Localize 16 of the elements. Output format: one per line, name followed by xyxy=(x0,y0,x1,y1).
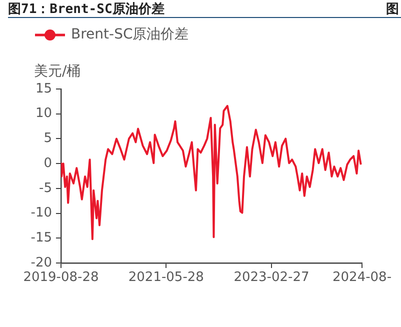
chart-title: 图71：Brent-SC原油价差 xyxy=(8,1,164,18)
y-tick-label: 0 xyxy=(44,156,52,171)
text: 图 xyxy=(386,1,399,18)
x-tick-label: 2023-02-27 xyxy=(234,270,310,286)
y-tick-label: 15 xyxy=(35,81,52,96)
x-tick-label: 2021-05-28 xyxy=(128,270,204,286)
y-tick-label: -20 xyxy=(30,255,52,270)
legend-label: Brent-SC原油价差 xyxy=(71,26,189,43)
y-tick-label: -10 xyxy=(30,206,52,221)
x-tick-label: 2019-08-28 xyxy=(23,270,99,286)
y-tick-label: 5 xyxy=(44,131,52,146)
y-tick-label: -15 xyxy=(30,230,52,246)
y-axis-title: 美元/桶 xyxy=(34,64,81,80)
y-tick-label: 10 xyxy=(35,106,52,122)
x-tick-label: 2024-08- xyxy=(332,270,392,286)
y-tick-label: -5 xyxy=(39,180,52,196)
